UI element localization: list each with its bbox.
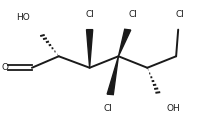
Text: O: O bbox=[1, 63, 8, 72]
Text: Cl: Cl bbox=[85, 10, 94, 19]
Polygon shape bbox=[107, 56, 118, 95]
Text: OH: OH bbox=[167, 104, 181, 113]
Text: Cl: Cl bbox=[176, 10, 185, 19]
Polygon shape bbox=[87, 30, 93, 68]
Polygon shape bbox=[118, 29, 131, 56]
Text: Cl: Cl bbox=[104, 104, 113, 113]
Text: HO: HO bbox=[16, 13, 30, 22]
Text: Cl: Cl bbox=[128, 10, 137, 19]
